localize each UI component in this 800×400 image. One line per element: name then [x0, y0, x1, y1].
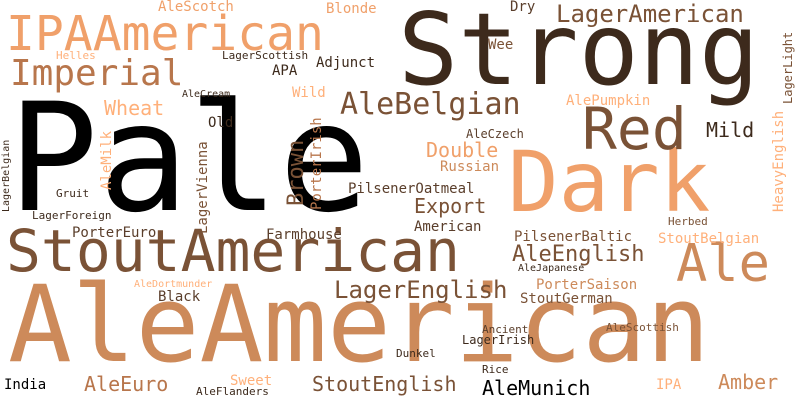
word-alemunich: AleMunich [482, 376, 591, 400]
word-pale: Pale [8, 72, 370, 246]
word-american: American [414, 219, 482, 235]
word-lagerscottish: LagerScottish [222, 49, 309, 62]
word-amber: Amber [718, 370, 779, 394]
word-farmhouse: Farmhouse [266, 227, 342, 243]
word-porterssaison: PorterSaison [536, 277, 638, 293]
word-mild: Mild [706, 118, 755, 142]
word-strong: Strong [398, 0, 760, 108]
word-alescotch: AleScotch [158, 0, 234, 15]
word-russian: Russian [440, 159, 500, 175]
word-lagerirish: LagerIrish [462, 333, 535, 347]
word-adjunct: Adjunct [316, 55, 376, 71]
word-pilsbaltic: PilsenerBaltic [514, 229, 633, 245]
word-black: Black [158, 289, 201, 305]
word-brown: Brown [284, 139, 309, 206]
word-alebelgian: AleBelgian [340, 87, 521, 122]
word-alejapanese: AleJapanese [518, 263, 585, 274]
word-lagerlight: LagerLight [781, 31, 795, 104]
word-dark: Dark [508, 133, 711, 231]
word-dry: Dry [510, 0, 536, 15]
word-double: Double [426, 138, 499, 162]
word-wild: Wild [292, 85, 326, 101]
word-ipa: IPA [656, 377, 682, 393]
word-alecream: AleCream [182, 89, 231, 100]
word-red: Red [582, 95, 687, 163]
word-portereuro: PorterEuro [72, 225, 157, 241]
word-ancient: Ancient [482, 323, 529, 336]
word-heavyenglish: HeavyEnglish [771, 110, 787, 212]
word-alescottish: AleScottish [606, 321, 679, 334]
word-pilsoat: PilsenerOatmeal [348, 181, 475, 197]
word-stoutgerman: StoutGerman [520, 291, 613, 307]
word-stoutbelgian: StoutBelgian [658, 231, 760, 247]
word-aleflanders: AleFlanders [196, 385, 269, 398]
word-lagerbelgian: LagerBelgian [1, 139, 12, 212]
word-stoutamerican: StoutAmerican [6, 217, 460, 285]
word-lagerforeign: LagerForeign [32, 209, 112, 222]
word-imperial: Imperial [10, 53, 184, 94]
word-alemilk: AleMilk [99, 130, 115, 190]
word-rice: Rice [482, 363, 509, 376]
word-porterirish: PorterIrish [309, 117, 325, 210]
word-old: Old [208, 115, 234, 131]
word-sweet: Sweet [230, 373, 273, 389]
word-ipaamerican: IPAAmerican [6, 6, 324, 62]
word-aleenglish: AleEnglish [512, 242, 645, 267]
word-blonde: Blonde [326, 1, 377, 17]
word-ale: Ale [676, 234, 770, 294]
word-india: India [4, 377, 47, 393]
word-lagerenglish: LagerEnglish [334, 276, 508, 304]
word-aledortmunder: AleDortmunder [134, 279, 213, 290]
word-stoutenglish: StoutEnglish [312, 372, 457, 396]
word-lagervienna: LagerVienna [195, 141, 211, 234]
word-aleeuro: AleEuro [84, 372, 169, 396]
word-lageramerican: LagerAmerican [556, 0, 744, 28]
word-aleczech: AleCzech [466, 127, 524, 141]
word-dunkel: Dunkel [396, 347, 436, 360]
word-export: Export [414, 194, 487, 218]
word-wheat: Wheat [104, 96, 165, 120]
word-alepumpkin: AlePumpkin [566, 93, 651, 109]
word-herbed: Herbed [668, 215, 708, 228]
word-gruit: Gruit [56, 187, 90, 200]
word-wee: Wee [488, 37, 514, 53]
word-alemerican: AleAmerican [8, 263, 710, 386]
word-helles: Helles [56, 49, 96, 62]
word-apa: APA [272, 63, 298, 79]
